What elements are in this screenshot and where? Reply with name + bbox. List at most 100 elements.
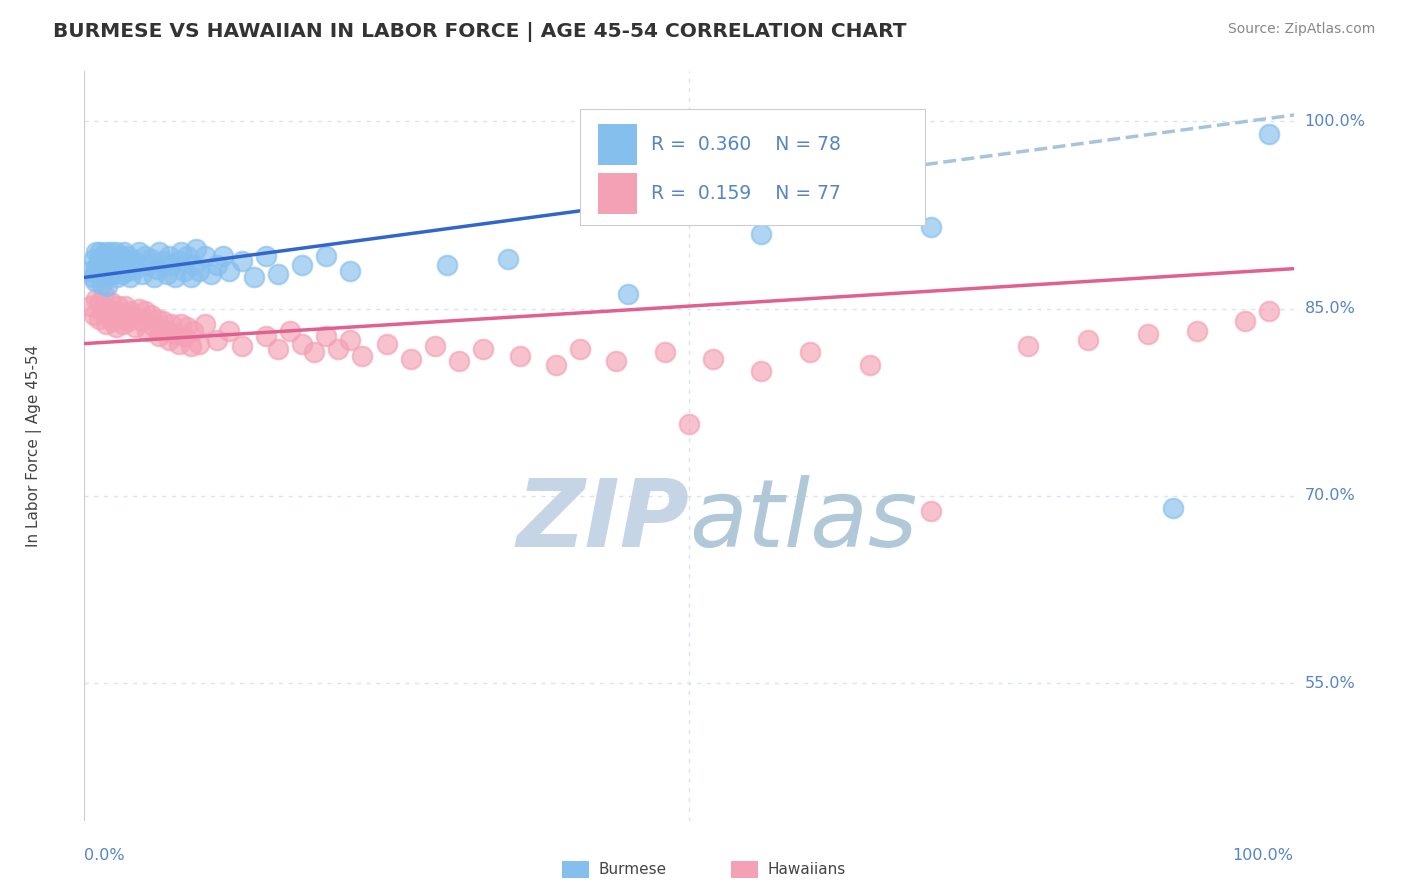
Point bbox=[184, 242, 207, 256]
Point bbox=[143, 320, 166, 334]
Point bbox=[117, 314, 139, 328]
Point bbox=[117, 249, 139, 263]
Point bbox=[100, 295, 122, 310]
Point bbox=[291, 258, 314, 272]
Point bbox=[218, 264, 240, 278]
Point bbox=[165, 326, 187, 341]
Point bbox=[859, 358, 882, 372]
Point bbox=[1017, 339, 1039, 353]
Point bbox=[170, 245, 193, 260]
Point bbox=[181, 324, 204, 338]
Point bbox=[176, 320, 198, 334]
Point bbox=[569, 342, 592, 356]
Point bbox=[231, 254, 253, 268]
Point bbox=[124, 320, 146, 334]
Point bbox=[79, 264, 101, 278]
Point bbox=[148, 245, 170, 260]
Point bbox=[89, 267, 111, 281]
Point bbox=[399, 351, 422, 366]
FancyBboxPatch shape bbox=[562, 861, 589, 878]
Point bbox=[111, 267, 134, 281]
Point bbox=[173, 264, 195, 278]
Point bbox=[94, 245, 117, 260]
Text: R =  0.159    N = 77: R = 0.159 N = 77 bbox=[651, 184, 841, 202]
Point bbox=[167, 254, 190, 268]
Point bbox=[160, 258, 183, 272]
Point bbox=[97, 267, 120, 281]
Text: Burmese: Burmese bbox=[599, 862, 666, 877]
Text: R =  0.360    N = 78: R = 0.360 N = 78 bbox=[651, 135, 841, 154]
Point bbox=[920, 504, 942, 518]
Text: atlas: atlas bbox=[689, 475, 917, 566]
Point bbox=[104, 304, 127, 318]
Point bbox=[148, 329, 170, 343]
Point bbox=[104, 320, 127, 334]
Point bbox=[167, 336, 190, 351]
Point bbox=[97, 308, 120, 322]
Point bbox=[1077, 333, 1099, 347]
Point bbox=[1258, 304, 1281, 318]
Point bbox=[155, 324, 177, 338]
Point bbox=[242, 270, 264, 285]
Point bbox=[157, 333, 180, 347]
Point bbox=[104, 261, 127, 276]
Point bbox=[120, 270, 142, 285]
Point bbox=[157, 249, 180, 263]
Point bbox=[79, 299, 101, 313]
Point bbox=[751, 227, 773, 241]
Point bbox=[90, 252, 112, 266]
Point bbox=[496, 252, 519, 266]
Point bbox=[702, 351, 724, 366]
Point bbox=[124, 261, 146, 276]
Point bbox=[181, 258, 204, 272]
Point bbox=[96, 301, 118, 316]
Text: 55.0%: 55.0% bbox=[1305, 676, 1355, 690]
Point bbox=[176, 249, 198, 263]
Point bbox=[1137, 326, 1160, 341]
Point bbox=[114, 299, 136, 313]
Point bbox=[509, 349, 531, 363]
Point bbox=[180, 339, 202, 353]
Point bbox=[136, 258, 159, 272]
Point bbox=[170, 317, 193, 331]
Point bbox=[94, 317, 117, 331]
Point bbox=[101, 314, 124, 328]
Point bbox=[152, 254, 174, 268]
Point bbox=[134, 304, 156, 318]
Point bbox=[91, 277, 114, 291]
Point bbox=[200, 267, 222, 281]
Point bbox=[278, 324, 301, 338]
Point bbox=[86, 261, 108, 276]
Point bbox=[107, 254, 129, 268]
Point bbox=[160, 317, 183, 331]
Point bbox=[97, 249, 120, 263]
Point bbox=[86, 245, 108, 260]
Point bbox=[128, 245, 150, 260]
Point bbox=[1258, 127, 1281, 141]
Text: ZIP: ZIP bbox=[516, 475, 689, 567]
FancyBboxPatch shape bbox=[599, 172, 637, 214]
Point bbox=[188, 264, 211, 278]
Point bbox=[146, 311, 169, 326]
Point bbox=[121, 254, 143, 268]
Point bbox=[920, 220, 942, 235]
Point bbox=[105, 270, 128, 285]
Point bbox=[112, 245, 135, 260]
Point bbox=[93, 249, 115, 263]
Point bbox=[83, 308, 105, 322]
Point bbox=[654, 345, 676, 359]
Point bbox=[339, 333, 361, 347]
Point bbox=[352, 349, 374, 363]
Point bbox=[423, 339, 446, 353]
Point bbox=[328, 342, 350, 356]
Point bbox=[84, 274, 107, 288]
Point bbox=[302, 345, 325, 359]
Point bbox=[678, 417, 700, 431]
Point bbox=[112, 258, 135, 272]
Point bbox=[152, 314, 174, 328]
Point bbox=[1234, 314, 1257, 328]
Point bbox=[131, 314, 153, 328]
Point bbox=[617, 286, 640, 301]
Point bbox=[799, 345, 821, 359]
Point bbox=[115, 264, 138, 278]
